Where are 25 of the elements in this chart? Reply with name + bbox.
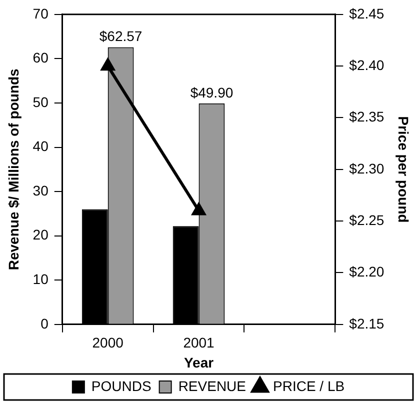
y2-tick-label: $2.30 [349, 160, 384, 176]
y2-tick-label: $2.20 [349, 264, 384, 280]
y-tick-label: 70 [32, 5, 49, 22]
x-tick-label: 2000 [92, 334, 124, 351]
y-tick-label: 60 [32, 50, 49, 66]
y2-tick-label: $2.40 [349, 56, 384, 73]
y-tick-label: 20 [32, 226, 49, 243]
y-tick-label: 0 [40, 315, 49, 332]
y2-axis-title: Price per pound [396, 116, 412, 223]
data-label: $62.57 [99, 28, 142, 44]
y2-tick-label: $2.25 [349, 212, 384, 228]
x-tick-label: 2001 [183, 334, 215, 351]
y2-tick-label: $2.35 [349, 108, 384, 125]
legend-label: REVENUE [178, 378, 246, 394]
y2-tick-label: $2.45 [349, 5, 384, 22]
legend-label: PRICE / LB [273, 378, 345, 394]
y-tick-label: 50 [32, 94, 49, 110]
y-axis-title: Revenue $/ Millions of pounds [5, 68, 22, 270]
x-axis-title: Year [184, 354, 214, 370]
y-tick-label: 10 [32, 270, 49, 287]
data-label: $49.90 [190, 84, 234, 100]
y-tick-label: 30 [32, 182, 49, 198]
y-tick-label: 40 [32, 138, 49, 154]
legend-label: POUNDS [91, 378, 152, 394]
y2-tick-label: $2.15 [349, 315, 384, 332]
